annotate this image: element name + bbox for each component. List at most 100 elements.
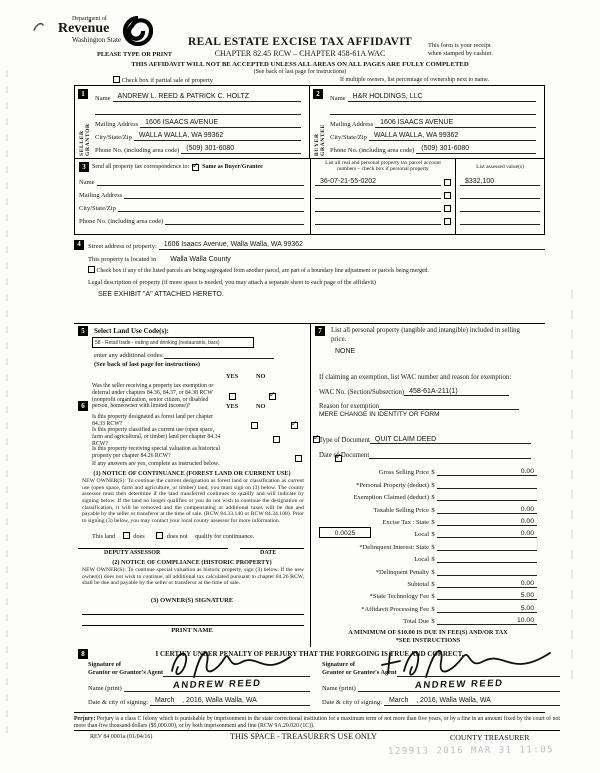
personal-property-label2: price. [331,335,347,343]
parcel-personal-checkbox-4[interactable] [444,217,451,225]
assessed-value-field[interactable]: $332,100 [460,178,540,187]
grantor-signature-line[interactable] [163,669,310,677]
pen-mark-artifact [33,19,92,31]
seller-mailing-field[interactable]: 1606 ISAACS AVENUE [140,119,301,128]
wac-number-field[interactable]: 458-61A-211(1) [404,388,510,396]
fee-tech-field[interactable]: 5.00 [437,592,537,601]
fee-gross-field[interactable]: 0.00 [437,468,537,477]
segregated-checkbox[interactable] [88,266,95,273]
agency-sub: Washington State [72,36,122,44]
land-does-not-checkbox[interactable] [156,532,164,539]
fee-exemption-field[interactable] [437,493,537,502]
s6-q2-yes-checkbox[interactable] [273,436,280,443]
corr-phone-field[interactable] [165,217,304,225]
s6-q1-yes-checkbox[interactable] [251,422,258,429]
fee-penalty-field[interactable] [437,568,537,576]
parcel-column-header: List all real and personal property tax … [325,160,441,173]
owners-signature-label: (3) OWNER(S) SIGNATURE [150,597,234,604]
fee-total-field[interactable]: 10.00 [437,617,537,626]
grantor-name-print-label: Name (print) [88,684,122,692]
parcel-personal-checkbox-2[interactable] [444,191,451,199]
personal-property-value[interactable]: NONE [335,348,356,355]
parcel-number-field-3[interactable] [315,204,441,212]
assessed-value-field-3[interactable] [460,204,540,213]
same-as-buyer-checkbox[interactable] [192,162,200,171]
street-address-label: Street address of property: [88,242,157,250]
section-5-badge: 5 [78,326,88,336]
grantor-date-field[interactable]: March , 2016, Walla Walla, WA [149,697,310,706]
exemption-reason-field[interactable] [379,402,519,410]
doc-type-label: Type of Document [319,437,370,444]
legal-description-value[interactable]: SEE EXHIBIT "A" ATTACHED HERETO. [98,291,224,298]
notice2-body: NEW OWNER(S): To continue special valuat… [82,567,304,587]
corr-city-field[interactable] [117,204,304,212]
partial-sale-checkbox[interactable] [113,76,120,83]
assessed-value-field-2[interactable] [460,191,540,200]
section-2-badge: 2 [313,89,323,99]
s5-yes-checkbox[interactable] [229,393,236,400]
buyer-mailing-field[interactable]: 1606 ISAACS AVENUE [375,119,536,128]
buyer-name-overflow-field[interactable] [330,107,536,115]
parcel-number-field[interactable]: 36-07-21-55-0202 [315,178,441,186]
section-7-badge: 7 [315,326,325,336]
corr-name-field[interactable] [96,178,304,186]
exemption-reason-value[interactable]: MERE CHANGE IN IDENTITY OR FORM [319,411,440,418]
s6-q1-no-checkbox[interactable] [291,420,298,429]
grantee-date-label: Date & city of signing: [322,698,382,706]
section-6-badge: 6 [78,401,88,411]
section-8-badge: 8 [78,649,88,659]
fee-row-tech-fee: *State Technology Fee $5.00 [319,588,537,601]
fee-excise-state-field[interactable]: 0.00 [437,518,537,526]
grantee-signature-line[interactable] [396,669,560,677]
buyer-name-field[interactable]: H&R HOLDINGS, LLC [347,93,536,102]
s5-no-checkbox[interactable] [269,391,276,400]
additional-codes-field[interactable] [163,351,274,359]
s6-q3-yes-checkbox[interactable] [295,455,302,462]
s6-q2-no-checkbox[interactable] [313,434,320,443]
parcel-number-field-2[interactable] [315,191,441,199]
parcel-personal-checkbox-3[interactable] [444,204,451,212]
notice1-body: NEW OWNER(S): To continue the current de… [82,478,304,525]
assessor-date-line[interactable] [240,548,304,549]
fee-excise-local-field[interactable]: 0.00 [437,530,537,539]
parcel-personal-checkbox-1[interactable] [444,178,451,186]
fee-dint-local-field[interactable] [437,555,537,564]
seller-name-field[interactable]: ANDREW L. REED & PATRICK C. HOLTZ [112,93,301,102]
print-name-line[interactable] [82,625,304,626]
grantee-name-print-field[interactable]: ANDREW REED [357,678,560,692]
grantor-sig-label1: Signature of [88,661,121,668]
fee-dint-state-field[interactable] [437,543,537,551]
doc-date-field[interactable] [369,451,531,459]
doc-type-field[interactable]: QUIT CLAIM DEED [369,436,531,444]
same-as-buyer-label: Same as Buyer/Grantee [202,164,263,170]
located-in-value[interactable]: Walla Walla County [170,256,231,263]
land-use-code-field[interactable]: 58 - Retail trade - eating and drinking … [92,337,254,348]
assessed-value-field-4[interactable] [460,217,540,226]
fee-subtotal-field[interactable]: 0.00 [437,580,537,588]
s6-question-3: Is this property receiving special valua… [92,446,220,459]
minimum-fee-note: A MINIMUM OF $10.00 IS DUE IN FEE(S) AND… [348,629,508,636]
seller-phone-field[interactable]: (509) 301-6080 [181,145,301,154]
fee-taxable-field[interactable]: 0.00 [437,506,537,514]
chapter-line: CHAPTER 82.45 RCW – CHAPTER 458-61A WAC [214,49,386,58]
grantor-name-print-field[interactable]: ANDREW REED [123,678,310,692]
deputy-assessor-line[interactable] [78,548,228,549]
tax-column: 7 List all personal property (tangible a… [311,324,545,647]
corr-mailing-field[interactable] [124,191,304,199]
fee-processing-field[interactable]: 5.00 [437,605,537,613]
seller-name-overflow-field[interactable] [95,107,301,115]
fee-personal-field[interactable] [437,481,537,489]
s6-q3-no-checkbox[interactable] [335,453,342,462]
parcel-number-field-4[interactable] [315,217,441,225]
land-does-checkbox[interactable] [122,532,130,539]
type-or-print-note: PLEASE TYPE OR PRINT [97,51,172,58]
street-address-field[interactable]: 1606 Isaacs Avenue, Walla Walla, WA 9936… [158,241,545,250]
buyer-city-field[interactable]: WALLA WALLA, WA 99362 [368,132,536,141]
corr-mailing-label: Mailing Address [79,191,123,199]
buyer-phone-field[interactable]: (509) 301-6080 [416,145,536,154]
local-rate-box[interactable]: 0.0025 [319,527,371,539]
seller-city-field[interactable]: WALLA WALLA, WA 99362 [133,132,301,141]
grantee-date-field[interactable]: March , 2016, Walla Walla, WA [383,697,560,706]
owners-signature-line[interactable] [82,614,304,615]
